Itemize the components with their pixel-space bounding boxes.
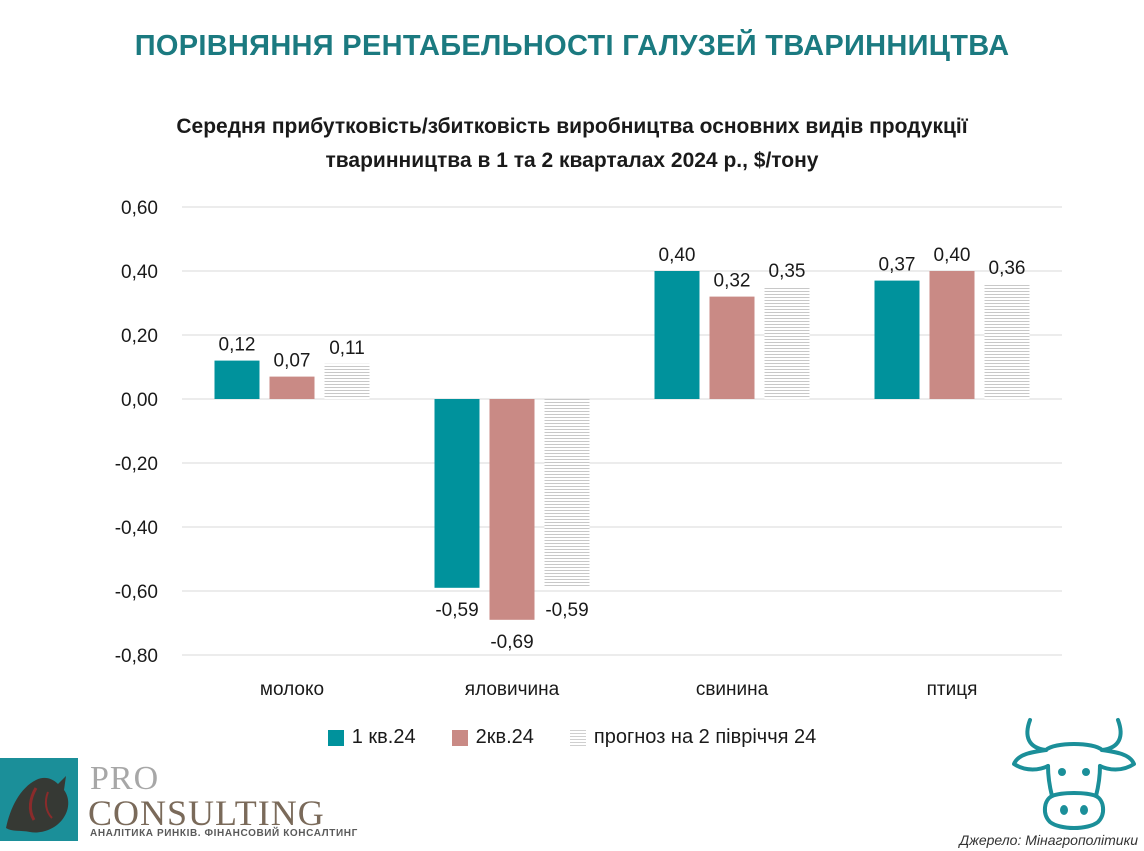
legend-swatch-q1	[327, 729, 344, 746]
chart-title-line-1: Середня прибутковість/збитковість виробн…	[176, 115, 968, 138]
company-logo: PRO CONSULTING АНАЛІТИКА РИНКІВ. ФІНАНСО…	[0, 758, 380, 843]
bar-chart: 0,60 0,40 0,20 0,00 -0,20 -0,40 -0,60 -0,80 0,12…	[115, 198, 1062, 700]
data-label-q1-3: 0,40	[659, 245, 696, 266]
x-tick-label: молоко	[260, 679, 324, 700]
legend-swatch-forecast	[569, 729, 586, 746]
data-label-q2-2: -0,69	[490, 632, 533, 653]
legend-item-forecast: прогноз на 2 півріччя 24	[569, 726, 817, 749]
chart-legend: 1 кв.24 2кв.24 прогноз на 2 півріччя 24	[0, 726, 1144, 749]
y-tick-label: -0,80	[115, 646, 158, 667]
data-label-q1-4: 0,37	[879, 255, 916, 276]
data-label-forecast-1: 0,11	[329, 338, 365, 359]
y-tick-label: -0,20	[115, 454, 158, 475]
x-tick-label: яловичина	[465, 679, 560, 700]
bar-forecast-1	[324, 363, 370, 399]
data-label-q1-1: 0,12	[219, 335, 256, 356]
bar-q2-1	[269, 376, 315, 399]
cow-icon	[1012, 718, 1136, 830]
bar-q2-3	[709, 296, 755, 399]
data-label-q1-2: -0,59	[435, 600, 478, 621]
legend-item-q1: 1 кв.24	[327, 726, 416, 749]
legend-label-forecast: прогноз на 2 півріччя 24	[593, 726, 817, 748]
y-tick-label: 0,00	[121, 390, 158, 411]
legend-swatch-q2	[451, 729, 468, 746]
data-label-q2-3: 0,32	[714, 271, 751, 292]
x-tick-label: свинина	[696, 679, 769, 700]
chart-title: Середня прибутковість/збитковість виробн…	[0, 110, 1144, 178]
bar-q1-3	[654, 271, 700, 399]
logo-consulting-text: CONSULTING	[88, 793, 325, 833]
y-tick-label: 0,20	[121, 326, 158, 347]
data-label-forecast-2: -0,59	[545, 600, 588, 621]
legend-label-q1: 1 кв.24	[351, 726, 416, 748]
data-label-forecast-3: 0,35	[769, 261, 806, 282]
bar-forecast-2	[544, 399, 590, 588]
bar-q1-2	[434, 399, 480, 588]
logo-tagline: АНАЛІТИКА РИНКІВ. ФІНАНСОВИЙ КОНСАЛТИНГ	[90, 828, 358, 839]
chart-title-line-2: тваринництва в 1 та 2 кварталах 2024 р.,…	[325, 149, 819, 172]
bar-q2-2	[489, 399, 535, 620]
data-label-forecast-4: 0,36	[989, 258, 1026, 279]
bar-forecast-3	[764, 287, 810, 399]
data-label-q2-1: 0,07	[274, 351, 311, 372]
y-tick-label: 0,40	[121, 262, 158, 283]
data-label-q2-4: 0,40	[934, 245, 971, 266]
y-tick-label: 0,60	[121, 198, 158, 219]
x-tick-label: птиця	[927, 679, 978, 700]
bar-forecast-4	[984, 283, 1030, 399]
page-title: ПОРІВНЯННЯ РЕНТАБЕЛЬНОСТІ ГАЛУЗЕЙ ТВАРИН…	[134, 30, 1010, 62]
logo-pro-text: PRO	[90, 760, 160, 797]
rhino-logo-icon	[0, 758, 78, 841]
legend-item-q2: 2кв.24	[451, 726, 534, 749]
legend-label-q2: 2кв.24	[475, 726, 534, 748]
source-note: Джерело: Мінагрополітики	[959, 832, 1138, 848]
y-tick-label: -0,40	[115, 518, 158, 539]
y-tick-label: -0,60	[115, 582, 158, 603]
bar-q1-1	[214, 360, 260, 399]
bar-q1-4	[874, 280, 920, 399]
bar-q2-4	[929, 271, 975, 399]
